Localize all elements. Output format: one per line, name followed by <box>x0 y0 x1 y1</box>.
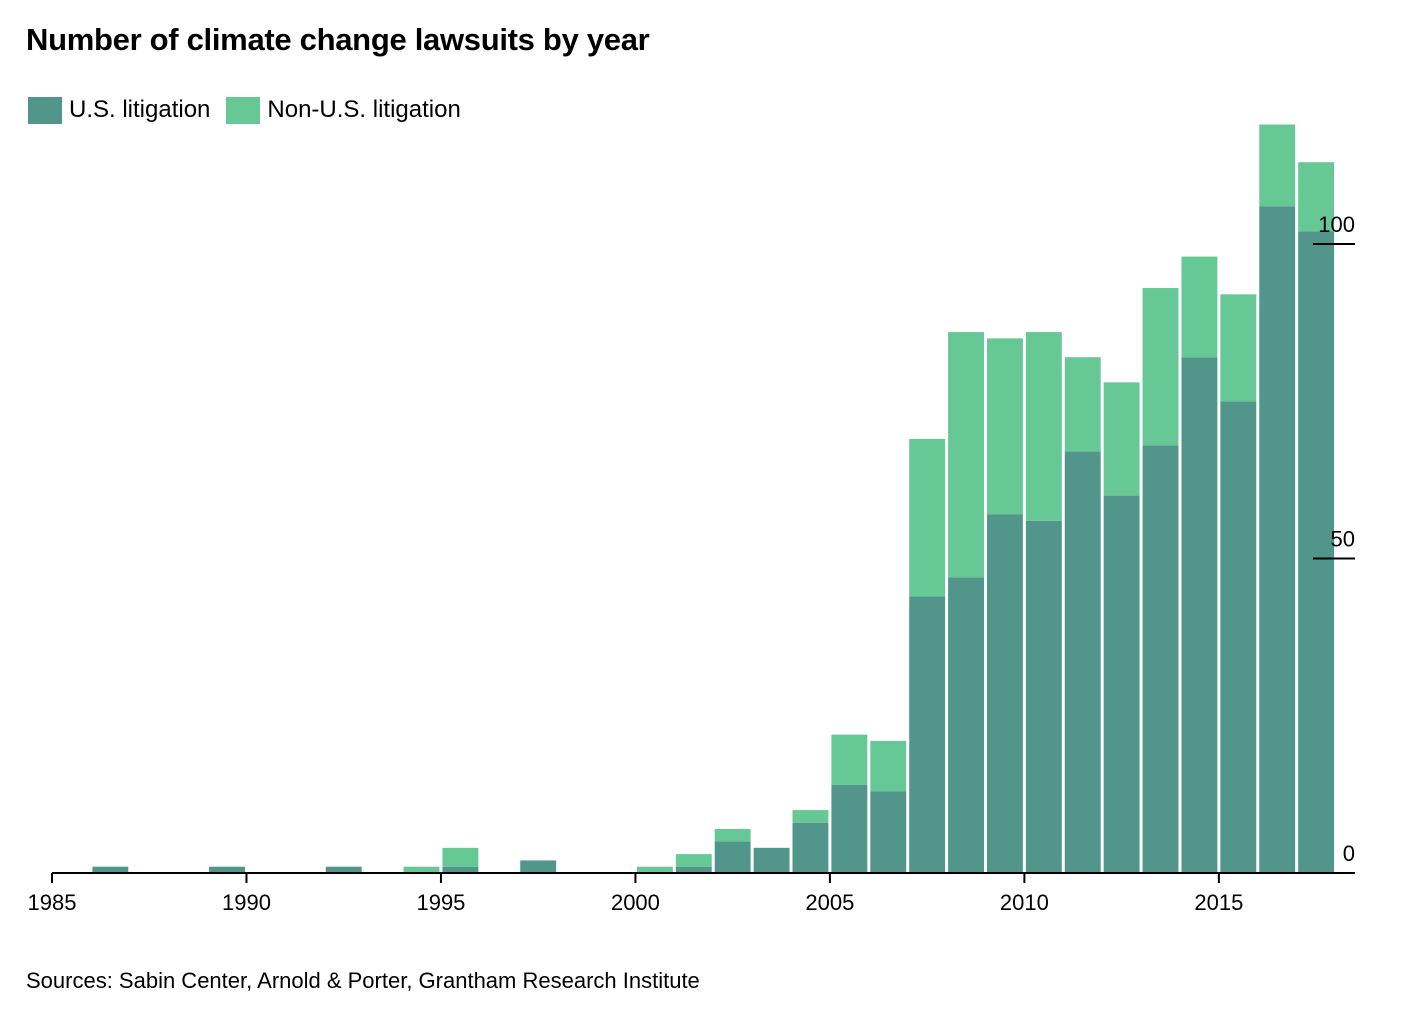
bar-non-us-2005 <box>831 734 868 785</box>
bar-us-2010 <box>1025 520 1062 873</box>
bar-us-2013 <box>1142 445 1179 873</box>
legend-swatch-us <box>28 96 62 124</box>
legend-item-non-us: Non-U.S. litigation <box>226 96 461 124</box>
bar-us-1995 <box>442 866 479 873</box>
bar-non-us-2004 <box>792 810 829 823</box>
source-note: Sources: Sabin Center, Arnold & Porter, … <box>26 968 700 993</box>
legend-item-us: U.S. litigation <box>28 96 210 124</box>
bar-us-2004 <box>792 822 829 873</box>
bar-us-1989 <box>209 866 245 873</box>
x-tick-label-2000: 2000 <box>611 890 660 915</box>
bar-non-us-2016 <box>1259 124 1296 207</box>
bar-us-2006 <box>870 791 907 873</box>
bar-non-us-1994 <box>403 866 440 873</box>
bar-us-2001 <box>675 866 712 873</box>
y-tick-label-50: 50 <box>1331 527 1355 552</box>
bar-non-us-2010 <box>1025 332 1062 521</box>
bar-non-us-2014 <box>1181 256 1218 358</box>
bar-non-us-2011 <box>1064 357 1101 452</box>
bar-non-us-2002 <box>714 828 751 842</box>
x-tick-label-1985: 1985 <box>28 890 77 915</box>
bar-non-us-2001 <box>675 854 712 867</box>
legend-label-us: U.S. litigation <box>69 96 211 123</box>
bar-non-us-2008 <box>948 332 984 578</box>
bar-us-1986 <box>92 866 129 873</box>
bar-non-us-2006 <box>870 740 907 792</box>
bar-us-2008 <box>948 577 984 873</box>
bar-non-us-2017 <box>1298 162 1335 232</box>
y-tick-label-0: 0 <box>1343 841 1355 866</box>
bar-us-1992 <box>325 866 362 873</box>
bar-non-us-2007 <box>909 438 946 597</box>
bar-non-us-2009 <box>986 338 1023 515</box>
x-tick-label-1995: 1995 <box>416 890 465 915</box>
x-tick-label-2005: 2005 <box>805 890 854 915</box>
chart-legend: U.S. litigation Non-U.S. litigation <box>28 96 477 124</box>
bar-non-us-2000 <box>636 866 673 873</box>
x-tick-label-1990: 1990 <box>222 890 271 915</box>
bar-us-2011 <box>1064 451 1101 873</box>
bar-non-us-2012 <box>1103 382 1140 496</box>
bar-us-2014 <box>1181 357 1218 874</box>
bar-us-2009 <box>986 514 1023 873</box>
bar-us-2015 <box>1220 401 1257 873</box>
bar-non-us-2015 <box>1220 294 1257 402</box>
legend-swatch-non-us <box>226 96 261 124</box>
bar-us-2007 <box>909 596 946 873</box>
legend-label-non-us: Non-U.S. litigation <box>267 96 461 123</box>
bar-non-us-2013 <box>1142 288 1179 446</box>
bar-us-2012 <box>1103 495 1140 873</box>
bar-us-2016 <box>1259 206 1296 873</box>
bar-us-1997 <box>520 860 557 873</box>
x-tick-label-2010: 2010 <box>1000 890 1049 915</box>
bar-us-2005 <box>831 784 868 873</box>
x-tick-label-2015: 2015 <box>1194 890 1243 915</box>
y-tick-label-100: 100 <box>1318 212 1355 237</box>
bar-us-2017 <box>1298 231 1335 874</box>
chart-title: Number of climate change lawsuits by yea… <box>26 22 650 57</box>
bar-us-2003 <box>753 847 790 873</box>
bar-us-2002 <box>714 841 751 873</box>
bar-non-us-1995 <box>442 847 479 867</box>
